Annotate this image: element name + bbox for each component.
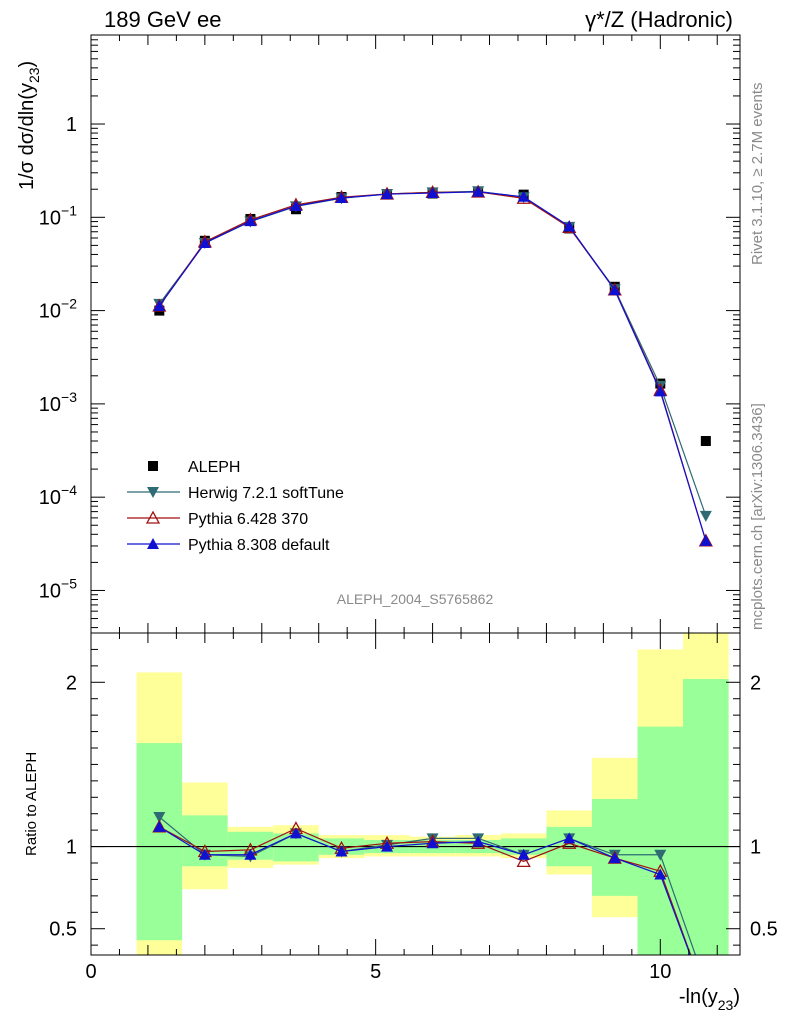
- legend-item-pythia6: Pythia 6.428 370: [127, 510, 308, 528]
- process-title: γ*/Z (Hadronic): [585, 7, 733, 32]
- ratio-point-pythia8: [153, 820, 166, 832]
- analysis-id-label: ALEPH_2004_S5765862: [337, 591, 494, 607]
- band-inner: [136, 743, 183, 941]
- ratio-point-pythia8: [244, 848, 257, 860]
- data-point-pythia8: [335, 192, 348, 204]
- legend-label-herwig: Herwig 7.2.1 softTune: [188, 485, 344, 502]
- data-point-pythia8: [699, 534, 712, 546]
- data-point-pythia8: [654, 385, 667, 397]
- data-point-pythia8: [563, 220, 576, 232]
- rivet-version-label: Rivet 3.1.10, ≥ 2.7M events: [749, 83, 766, 266]
- ratio-point-pythia6: [516, 853, 531, 868]
- ratio-point-herwig: [654, 849, 667, 861]
- ratio-y-tick-label: 1: [66, 837, 77, 859]
- ratio-point-pythia8: [517, 848, 530, 860]
- main-y-tick-label: 10−1: [39, 202, 77, 229]
- x-axis-label-sub: 23: [718, 997, 734, 1013]
- ratio-y-tick-label-right: 0.5: [750, 919, 778, 941]
- data-point-pythia8: [289, 200, 302, 212]
- legend-item-pythia8: Pythia 8.308 default: [127, 537, 330, 554]
- main-y-tick-label: 10−5: [39, 575, 77, 602]
- uncertainty-bands: [136, 633, 729, 955]
- main-plot-area: [152, 184, 713, 547]
- main-y-axis-label-prefix: 1/σ dσ/dln(y: [16, 83, 38, 190]
- ratio-y-axis-label: Ratio to ALEPH: [23, 752, 40, 856]
- x-axis-label-prefix: -ln(y: [679, 986, 718, 1008]
- ratio-y-tick-label-right: 2: [750, 672, 761, 694]
- legend-item-data: ALEPH: [148, 459, 240, 476]
- main-y-tick-label: 1: [66, 114, 77, 136]
- ratio-point-herwig: [153, 812, 166, 823]
- energy-title: 189 GeV ee: [104, 7, 221, 32]
- legend-label-pythia8: Pythia 8.308 default: [188, 537, 330, 554]
- data-point-herwig: [699, 510, 712, 522]
- ratio-point-pythia8: [563, 832, 576, 844]
- main-y-axis-label-suffix: ): [16, 61, 38, 68]
- ratio-y-tick-label: 2: [66, 672, 77, 694]
- data-point-pythia8: [608, 284, 621, 296]
- band-inner: [637, 726, 684, 955]
- x-axis-label: -ln(y23): [679, 986, 740, 1013]
- ratio-series: [152, 812, 697, 955]
- main-y-tick-label: 10−3: [39, 389, 77, 416]
- data-point-pythia8: [244, 215, 257, 227]
- legend-label-data: ALEPH: [188, 459, 240, 476]
- ratio-point-pythia8: [472, 835, 485, 847]
- ratio-panel: 0.5 0.5 1 1 2 2 0 5 10 Ratio to ALEPH -ln(y23): [23, 632, 778, 1013]
- ratio-point-pythia8: [289, 827, 302, 839]
- data-point-data: [700, 436, 711, 447]
- ratio-plot-area: [91, 633, 740, 955]
- legend-marker-pythia8: [147, 538, 159, 549]
- ratio-point-pythia8: [198, 848, 211, 860]
- series-pythia8: [153, 185, 712, 546]
- ratio-point-pythia8: [608, 852, 621, 864]
- ratio-y-tick-label-right: 1: [750, 837, 761, 859]
- band-inner: [683, 679, 729, 955]
- x-axis-label-suffix: ): [733, 986, 740, 1008]
- data-point-pythia8: [198, 237, 211, 249]
- main-y-axis-label: 1/σ dσ/dln(y23): [16, 61, 42, 190]
- main-y-tick-label: 10−2: [39, 296, 77, 323]
- x-tick-label: 0: [85, 961, 96, 983]
- x-tick-label: 5: [370, 961, 381, 983]
- ratio-y-tick-label: 0.5: [49, 919, 77, 941]
- ratio-ticks: 0.5 0.5 1 1 2 2 0 5 10: [49, 633, 778, 983]
- ratio-point-pythia8: [381, 840, 394, 852]
- main-panel: 1 10−1 10−2 10−3 10−4 10−5 1/σ dσ/dln(y23) AL…: [16, 34, 741, 634]
- data-point-pythia8: [472, 185, 485, 197]
- main-y-tick-label: 10−4: [39, 482, 77, 509]
- series-line-herwig: [158, 190, 707, 517]
- data-point-pythia8: [153, 300, 166, 312]
- main-y-axis-label-sub: 23: [26, 67, 42, 83]
- legend-marker-data: [148, 461, 158, 471]
- ratio-series-pythia8: [153, 820, 691, 955]
- ratio-point-pythia8: [335, 845, 348, 857]
- legend-marker-herwig: [147, 487, 159, 498]
- legend-marker-pythia6: [145, 510, 161, 524]
- legend: ALEPH Herwig 7.2.1 softTune Pythia 6.428 3…: [127, 459, 344, 554]
- legend-label-pythia6: Pythia 6.428 370: [188, 511, 308, 528]
- x-tick-label: 10: [649, 961, 671, 983]
- data-point-pythia8: [381, 188, 394, 200]
- legend-item-herwig: Herwig 7.2.1 softTune: [127, 485, 344, 502]
- ratio-point-pythia8: [426, 837, 439, 849]
- ratio-point-pythia8: [654, 868, 667, 880]
- data-point-pythia8: [517, 190, 530, 202]
- band-inner: [591, 798, 638, 896]
- main-y-ticks: 1 10−1 10−2 10−3 10−4 10−5: [39, 34, 740, 633]
- ratio-frame: [90, 632, 741, 956]
- source-label: mcplots.cern.ch [arXiv:1306.3436]: [749, 403, 766, 630]
- data-point-pythia8: [426, 187, 439, 199]
